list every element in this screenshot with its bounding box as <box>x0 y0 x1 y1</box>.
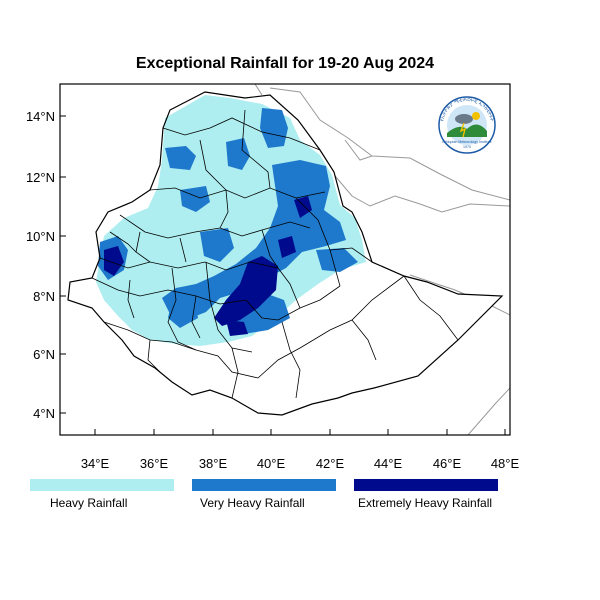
lon-tick-label: 46°E <box>433 456 462 471</box>
map-frame <box>59 83 511 436</box>
logo-cloud <box>455 114 473 124</box>
very-heavy-rainfall-patch <box>168 296 198 328</box>
very-heavy-rainfall-patch <box>200 228 234 262</box>
logo-year-text: 1970 <box>463 145 471 149</box>
extremely-heavy-rainfall-patch <box>278 236 296 258</box>
lat-tick-label: 10°N <box>26 229 55 244</box>
logo-lightning-icon <box>459 122 467 138</box>
lon-tick-label: 44°E <box>374 456 403 471</box>
very-heavy-rainfall-patch <box>226 138 250 170</box>
map-title: Exceptional Rainfall for 19-20 Aug 2024 <box>135 55 435 72</box>
lon-tick-label: 38°E <box>199 456 228 471</box>
lat-tick-label: 12°N <box>26 170 55 185</box>
lon-tick-label: 34°E <box>81 456 110 471</box>
lat-tick-label: 14°N <box>26 109 55 124</box>
longitude-axis: 34°E 36°E 38°E 40°E 42°E 44°E 46°E 48°E <box>81 429 520 471</box>
latitude-axis: 14°N 12°N 10°N 8°N 6°N 4°N <box>26 109 66 421</box>
logo-hills <box>447 124 487 137</box>
very-heavy-rainfall-patch <box>165 146 196 170</box>
lon-tick-label: 48°E <box>491 456 520 471</box>
extremely-heavy-rainfall-patch <box>104 246 124 276</box>
logo-bottom-text: Ethiopian Meteorology Institute <box>442 140 491 144</box>
extremely-heavy-rainfall-patch <box>294 196 312 218</box>
logo-sun-icon <box>472 112 480 120</box>
institute-logo: የኢትዮጵያ ሜቲዎሮሎጂ ኢንስቲትዩት Ethiopian Meteorol… <box>438 96 496 154</box>
very-heavy-rainfall-patch <box>180 186 210 212</box>
lat-tick-label: 8°N <box>33 289 55 304</box>
logo-sky <box>447 105 487 145</box>
extremely-heavy-rainfall-patch <box>214 256 278 326</box>
admin-boundaries <box>91 109 459 399</box>
lat-tick-label: 4°N <box>33 406 55 421</box>
heavy-rainfall-patch <box>96 95 366 346</box>
extremely-heavy-rainfall-layer <box>104 196 312 336</box>
lat-tick-label: 6°N <box>33 347 55 362</box>
very-heavy-rainfall-patch <box>316 248 358 272</box>
lon-tick-label: 42°E <box>316 456 345 471</box>
lon-tick-label: 36°E <box>140 456 169 471</box>
extremely-heavy-rainfall-patch <box>226 320 248 336</box>
ethiopia-border <box>67 91 504 416</box>
lon-tick-label: 40°E <box>257 456 286 471</box>
very-heavy-rainfall-patch <box>260 108 288 148</box>
heavy-rainfall-layer <box>96 95 366 346</box>
